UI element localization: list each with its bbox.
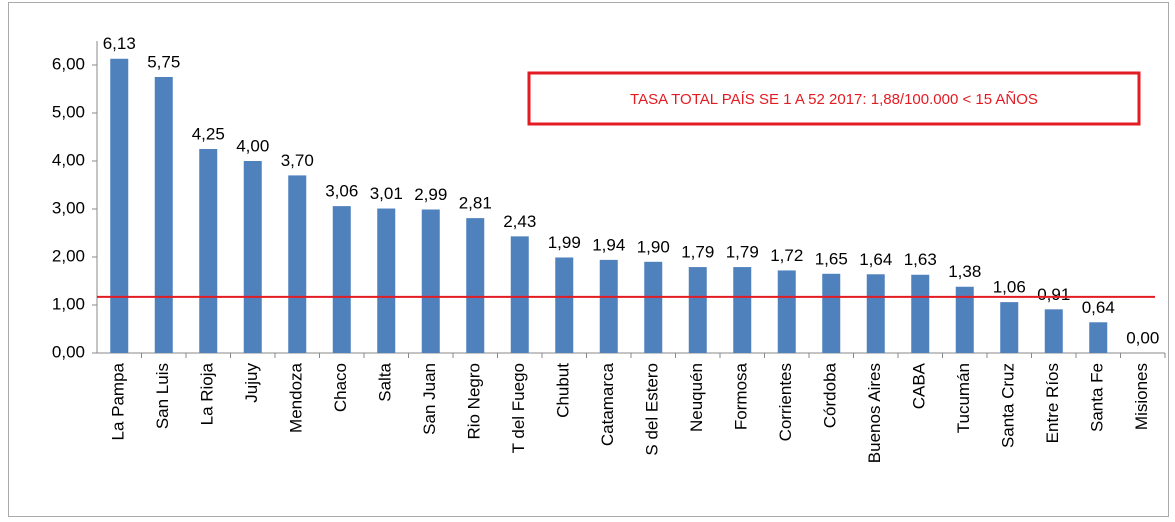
y-tick-label: 5,00 [52, 102, 85, 121]
x-tick-label: La Pampa [109, 362, 128, 440]
value-label: 0,91 [1037, 285, 1070, 304]
x-tick-label: Jujuy [242, 363, 261, 403]
y-tick-label: 6,00 [52, 54, 85, 73]
x-tick-label: Corrientes [776, 363, 795, 441]
x-tick-label: Buenos Aires [865, 363, 884, 463]
bar [421, 209, 440, 353]
x-tick-label: Córdoba [821, 362, 840, 428]
value-label: 4,00 [236, 136, 269, 155]
bar [377, 208, 396, 353]
value-label: 4,25 [192, 124, 225, 143]
y-tick-label: 4,00 [52, 150, 85, 169]
value-label: 1,06 [993, 278, 1026, 297]
bar [1044, 309, 1063, 353]
bar [955, 286, 974, 353]
value-label: 6,13 [103, 34, 136, 53]
bar [911, 274, 930, 353]
bar [866, 274, 885, 353]
bar [332, 206, 351, 353]
value-label: 3,01 [370, 184, 403, 203]
value-label: 2,43 [503, 212, 536, 231]
value-label: 2,81 [459, 194, 492, 213]
y-tick-label: 3,00 [52, 198, 85, 217]
x-tick-label: Salta [376, 362, 395, 401]
y-tick-label: 1,00 [52, 294, 85, 313]
value-label: 1,65 [815, 249, 848, 268]
x-tick-label: San Juan [420, 363, 439, 435]
value-label: 3,70 [281, 151, 314, 170]
x-tick-label: Neuquén [687, 363, 706, 432]
x-tick-label: San Luis [153, 363, 172, 429]
bar [777, 270, 796, 353]
bar [510, 236, 529, 353]
chart-border [8, 2, 1169, 517]
value-label: 1,94 [592, 235, 625, 254]
value-label: 0,00 [1126, 328, 1159, 347]
annotation: TASA TOTAL PAÍS SE 1 A 52 2017: 1,88/100… [630, 91, 1038, 108]
y-tick-label: 0,00 [52, 342, 85, 361]
bar [1000, 302, 1019, 353]
value-label: 5,75 [147, 52, 180, 71]
x-tick-label: Misiones [1132, 363, 1151, 430]
x-tick-label: Tucumán [954, 363, 973, 433]
bar [688, 267, 707, 353]
x-tick-label: La Rioja [198, 362, 217, 425]
bar [110, 58, 129, 353]
bar [555, 257, 574, 353]
value-label: 0,64 [1082, 298, 1115, 317]
bar [599, 259, 618, 353]
value-label: 1,99 [548, 233, 581, 252]
x-tick-label: Santa Fe [1088, 363, 1107, 432]
x-tick-label: S del Estero [643, 363, 662, 456]
value-label: 1,79 [726, 243, 759, 262]
value-label: 1,38 [948, 262, 981, 281]
x-tick-label: Formosa [732, 362, 751, 430]
bar [243, 161, 262, 353]
value-label: 3,06 [325, 182, 358, 201]
value-label: 1,72 [770, 246, 803, 265]
value-label: 1,90 [637, 237, 670, 256]
x-tick-label: Chaco [331, 363, 350, 412]
bar [466, 218, 485, 353]
bar [199, 149, 218, 353]
x-tick-label: Entre Ríos [1043, 363, 1062, 443]
bar [733, 267, 752, 353]
value-label: 1,63 [904, 250, 937, 269]
bar [154, 77, 173, 353]
x-tick-label: Santa Cruz [999, 363, 1018, 448]
annotation-box [527, 71, 1141, 126]
x-tick-label: T del Fuego [509, 363, 528, 453]
x-tick-label: Mendoza [287, 362, 306, 432]
bar [1089, 322, 1108, 353]
value-label: 2,99 [414, 185, 447, 204]
x-tick-label: CABA [910, 362, 929, 409]
value-label: 1,64 [859, 250, 892, 269]
value-label: 1,79 [681, 243, 714, 262]
bar [822, 273, 841, 353]
bar [644, 261, 663, 353]
x-tick-label: Catamarca [598, 362, 617, 446]
y-tick-label: 2,00 [52, 246, 85, 265]
x-tick-label: Chubut [554, 363, 573, 418]
x-tick-label: Rio Negro [465, 363, 484, 440]
bar [288, 175, 307, 353]
